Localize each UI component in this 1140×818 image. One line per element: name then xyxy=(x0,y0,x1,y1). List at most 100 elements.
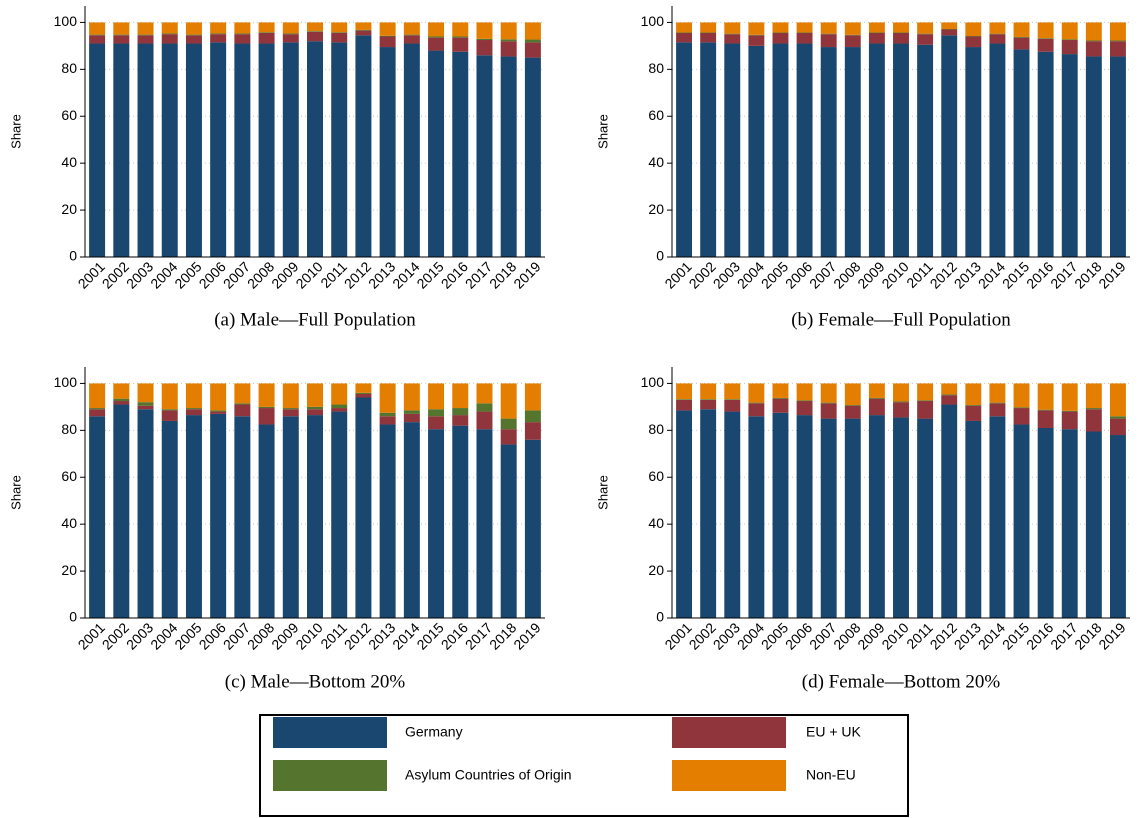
bar-segment xyxy=(476,383,493,404)
bar-segment xyxy=(379,383,396,413)
bar-segment xyxy=(282,408,299,410)
bar-segment xyxy=(185,408,202,410)
bar-segment xyxy=(476,411,493,430)
bar-segment xyxy=(1037,22,1054,39)
bar-segment xyxy=(1085,56,1102,258)
bar-segment xyxy=(844,47,861,257)
bar-segment xyxy=(676,383,693,400)
bar-segment xyxy=(917,401,934,419)
bar-segment xyxy=(89,416,106,618)
bar-segment xyxy=(282,409,299,417)
bar-segment xyxy=(307,409,323,416)
bar-segment xyxy=(893,32,909,44)
bar-segment xyxy=(258,43,275,257)
bar-segment xyxy=(844,405,861,419)
bar-segment xyxy=(331,383,348,405)
bar-segment xyxy=(113,401,130,405)
bar-segment xyxy=(282,416,299,618)
bar-segment xyxy=(452,383,469,409)
bar-segment xyxy=(331,411,348,618)
bar-segment xyxy=(137,35,154,44)
bar-segment xyxy=(307,22,323,32)
bar-segment xyxy=(1013,49,1030,257)
y-axis-label: Share xyxy=(595,114,610,149)
bar-segment xyxy=(1109,435,1126,618)
bar-segment xyxy=(893,402,909,418)
bar-segment xyxy=(282,42,299,257)
bar-segment xyxy=(161,409,178,411)
bar-segment xyxy=(941,404,958,618)
bar-segment xyxy=(403,22,420,35)
bar-segment xyxy=(89,34,106,36)
bar-segment xyxy=(234,22,251,34)
legend-label: Asylum Countries of Origin xyxy=(405,767,572,783)
x-tick-label: 2019 xyxy=(510,619,543,652)
bar-segment xyxy=(113,398,130,402)
bar-segment xyxy=(113,43,130,257)
y-tick-label: 0 xyxy=(656,609,664,625)
bar-segment xyxy=(989,403,1006,417)
bar-segment xyxy=(1109,416,1126,419)
y-tick-label: 100 xyxy=(641,374,665,390)
y-axis-label: Share xyxy=(595,475,610,510)
bar-segment xyxy=(965,383,982,406)
bar-segment xyxy=(941,394,958,396)
bar-segment xyxy=(1013,424,1030,618)
bar-segment xyxy=(452,51,469,257)
bar-segment xyxy=(965,405,982,421)
bar-segment xyxy=(452,415,469,426)
y-tick-label: 20 xyxy=(648,562,664,578)
bar-segment xyxy=(210,410,227,412)
bar-segment xyxy=(1109,22,1126,41)
bar-segment xyxy=(428,429,445,618)
bar-segment xyxy=(820,418,837,618)
bar-segment xyxy=(282,22,299,34)
bar-segment xyxy=(868,383,885,398)
bar-segment xyxy=(844,405,861,406)
series xyxy=(89,392,541,430)
bar-segment xyxy=(234,34,251,44)
bar-segment xyxy=(676,22,693,33)
bar-segment xyxy=(965,405,982,406)
bar-segment xyxy=(989,34,1006,44)
legend-label: EU + UK xyxy=(806,724,862,740)
bar-segment xyxy=(403,35,420,44)
bar-segment xyxy=(476,40,493,56)
bar-segment xyxy=(1061,411,1078,430)
y-tick-label: 80 xyxy=(648,60,664,76)
bar-segment xyxy=(524,57,541,257)
bar-segment xyxy=(161,420,178,618)
bar-segment xyxy=(428,37,445,51)
bar-segment xyxy=(379,424,396,618)
bar-segment xyxy=(1037,409,1054,411)
bar-segment xyxy=(307,406,323,410)
bar-segment xyxy=(965,36,982,48)
bar-segment xyxy=(428,383,445,410)
bar-segment xyxy=(1109,41,1126,57)
bar-segment xyxy=(1037,38,1054,39)
y-axis-label: Share xyxy=(8,114,23,149)
bar-segment xyxy=(355,29,372,31)
bar-segment xyxy=(185,409,202,416)
bar-segment xyxy=(161,22,178,34)
panel-caption: (b) Female—Full Population xyxy=(791,309,1011,330)
bar-segment xyxy=(1085,383,1102,409)
bar-segment xyxy=(476,38,493,41)
bar-segment xyxy=(500,418,517,430)
bar-segment xyxy=(307,41,323,257)
bar-segment xyxy=(1061,410,1078,412)
y-tick-label: 80 xyxy=(61,60,77,76)
bar-segment xyxy=(1061,429,1078,618)
bar-segment xyxy=(796,415,813,618)
bar-segment xyxy=(917,22,934,34)
bar-segment xyxy=(868,32,885,44)
bar-segment xyxy=(161,383,178,410)
y-tick-label: 20 xyxy=(61,201,77,217)
bar-segment xyxy=(1109,383,1126,417)
bar-segment xyxy=(965,22,982,37)
y-axis-label: Share xyxy=(8,475,23,510)
bar-segment xyxy=(137,383,154,403)
bar-segment xyxy=(403,43,420,257)
bar-segment xyxy=(331,32,348,33)
bar-segment xyxy=(748,383,765,403)
